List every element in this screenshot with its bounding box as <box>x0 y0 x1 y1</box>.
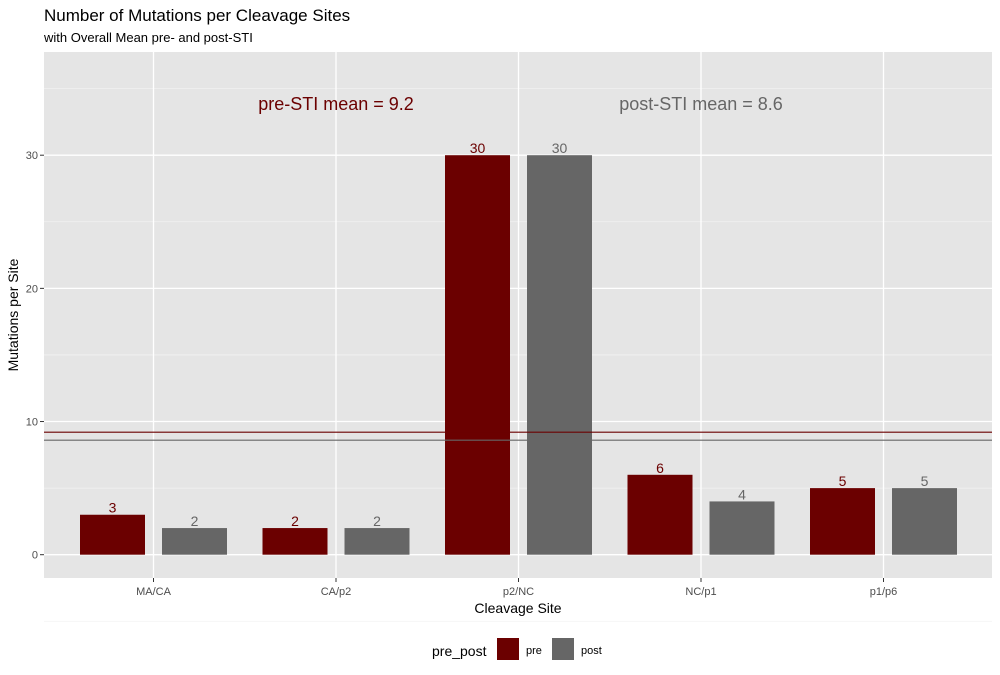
legend-label: pre <box>526 645 542 657</box>
bar-pre <box>80 514 145 555</box>
bar-value-label: 5 <box>921 473 929 489</box>
bar-value-label: 5 <box>839 473 847 489</box>
legend-key-pre <box>497 638 519 660</box>
bar-value-label: 30 <box>552 140 568 156</box>
mean-lines: pre-STI mean = 9.2 post-STI mean = 8.6 <box>44 94 992 441</box>
mean-annotation-pre: pre-STI mean = 9.2 <box>258 94 414 114</box>
bar-post <box>892 488 957 555</box>
x-tick-label: p1/p6 <box>870 586 898 598</box>
bar-pre <box>810 488 875 555</box>
bar-post <box>344 528 410 555</box>
bar-post <box>162 528 227 555</box>
y-tick-label: 30 <box>26 150 38 162</box>
legend-label: post <box>581 645 602 657</box>
x-tick-label: MA/CA <box>136 586 172 598</box>
legend: pre_post pre post <box>432 638 602 660</box>
bar-pre <box>445 155 510 555</box>
bar-value-label: 30 <box>470 140 486 156</box>
bar-pre <box>627 474 693 555</box>
bar-value-label: 2 <box>291 513 299 529</box>
bar-value-label: 4 <box>738 486 746 502</box>
x-tick-label: CA/p2 <box>321 586 352 598</box>
grid <box>44 52 992 622</box>
x-tick-label: NC/p1 <box>685 586 716 598</box>
bar-value-label: 3 <box>109 500 117 516</box>
bar-pre <box>262 528 328 555</box>
bar-post <box>709 501 775 555</box>
bar-value-label: 6 <box>656 460 664 476</box>
mean-annotation-post: post-STI mean = 8.6 <box>619 94 783 114</box>
bar-value-label: 2 <box>373 513 381 529</box>
bars <box>80 155 957 555</box>
x-tick-label: p2/NC <box>503 586 534 598</box>
bar-post <box>527 155 592 555</box>
chart-subtitle: with Overall Mean pre- and post-STI <box>43 30 253 45</box>
y-tick-label: 0 <box>32 550 38 562</box>
legend-title: pre_post <box>432 643 487 659</box>
bar-labels: 3 2 30 6 5 2 2 30 4 5 <box>109 140 929 529</box>
y-tick-label: 20 <box>26 283 38 295</box>
legend-key-post <box>552 638 574 660</box>
y-axis-label: Mutations per Site <box>5 258 21 371</box>
bar-value-label: 2 <box>191 513 199 529</box>
chart-title: Number of Mutations per Cleavage Sites <box>44 6 350 25</box>
axes: 0 10 20 30 MA/CA CA/p2 p2/NC NC/p1 p1/p6 <box>26 150 898 598</box>
y-tick-label: 10 <box>26 417 38 429</box>
x-axis-label: Cleavage Site <box>474 600 561 616</box>
